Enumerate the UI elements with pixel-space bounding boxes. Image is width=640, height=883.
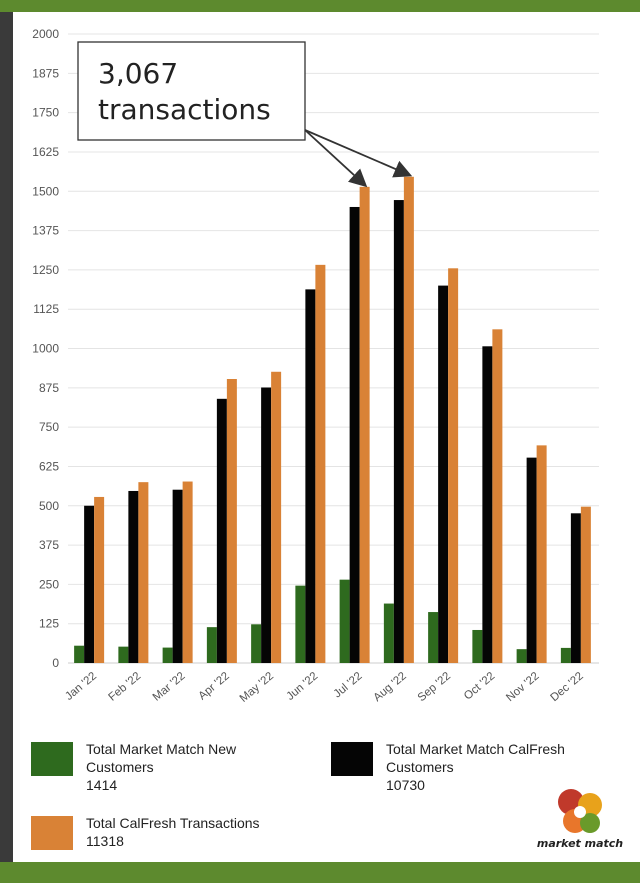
- y-tick-label: 1250: [32, 263, 59, 277]
- frame-bottom-border: [0, 862, 640, 883]
- bar-new-customers: [339, 579, 350, 663]
- callout-line-1: 3,067: [98, 57, 178, 90]
- y-tick-label: 250: [39, 577, 59, 591]
- legend-total-new-customers: 1414: [86, 777, 118, 793]
- y-tick-label: 1875: [32, 66, 59, 80]
- bar-calfresh-transactions: [580, 506, 591, 663]
- bar-new-customers: [472, 629, 483, 663]
- bar-new-customers: [251, 624, 262, 663]
- callout-arrow: [304, 129, 368, 188]
- bar-calfresh-customers: [526, 457, 537, 663]
- legend-total-calfresh-transactions: 11318: [86, 833, 124, 849]
- y-tick-label: 1125: [33, 302, 59, 316]
- y-tick-label: 125: [39, 617, 59, 631]
- bar-new-customers: [295, 585, 306, 663]
- y-axis-ticks: 0 125 250 375 500 625 750 875 1000 1125 1250 1375 15…: [32, 27, 59, 670]
- bar-calfresh-transactions: [315, 264, 326, 663]
- x-axis-ticks: Jan '22 Feb '22 Mar '22 Apr '22 May '22 Jun '…: [63, 670, 586, 705]
- bar-calfresh-customers: [216, 398, 227, 663]
- x-tick-label: Sep '22: [416, 670, 453, 704]
- y-tick-label: 0: [52, 656, 59, 670]
- x-tick-label: Oct '22: [462, 670, 497, 702]
- frame-top-border: [0, 0, 640, 12]
- bar-calfresh-customers: [482, 346, 493, 663]
- bars: [74, 176, 591, 664]
- y-tick-label: 1750: [32, 106, 59, 120]
- x-tick-label: Mar '22: [151, 670, 188, 704]
- legend-total-calfresh-customers: 10730: [386, 777, 425, 793]
- bar-calfresh-transactions: [492, 329, 503, 663]
- x-tick-label: Dec '22: [548, 670, 585, 704]
- callout-arrow: [304, 129, 413, 178]
- y-tick-label: 375: [39, 538, 59, 552]
- y-tick-label: 500: [39, 499, 59, 513]
- chart-card: 0 125 250 375 500 625 750 875 1000 1125 1250 1375 15…: [13, 12, 640, 862]
- bar-new-customers: [428, 612, 439, 663]
- bar-calfresh-transactions: [226, 379, 237, 663]
- legend-swatch-calfresh-transactions: [31, 816, 73, 850]
- legend-label-calfresh-customers: Total Market Match CalFresh Customers: [386, 741, 565, 775]
- y-tick-label: 1500: [32, 184, 59, 198]
- bar-calfresh-transactions: [182, 481, 193, 663]
- bar-new-customers: [383, 603, 394, 663]
- x-tick-label: Apr '22: [196, 670, 231, 702]
- bar-calfresh-customers: [570, 513, 581, 663]
- bar-calfresh-transactions: [94, 496, 105, 663]
- bar-calfresh-transactions: [448, 268, 459, 663]
- grid-lines: [68, 33, 599, 664]
- callout-arrows: [304, 129, 413, 188]
- x-tick-label: Jun '22: [284, 670, 320, 703]
- y-tick-label: 1000: [32, 342, 59, 356]
- legend-label-calfresh-transactions: Total CalFresh Transactions: [86, 815, 260, 831]
- bar-calfresh-customers: [128, 490, 139, 663]
- legend-swatch-new-customers: [31, 742, 73, 776]
- y-tick-label: 750: [39, 420, 59, 434]
- bar-calfresh-customers: [438, 285, 449, 663]
- callout-line-2: transactions: [98, 93, 271, 126]
- bar-new-customers: [560, 647, 571, 663]
- x-tick-label: Aug '22: [371, 670, 408, 704]
- legend-label-new-customers: Total Market Match New Customers: [86, 741, 237, 775]
- bar-new-customers: [162, 647, 173, 663]
- bar-chart: 0 125 250 375 500 625 750 875 1000 1125 1250 1375 15…: [32, 27, 599, 705]
- legend-swatch-calfresh-customers: [331, 742, 373, 776]
- y-tick-label: 625: [39, 459, 59, 473]
- y-tick-label: 1375: [32, 224, 59, 238]
- bar-calfresh-customers: [305, 289, 316, 663]
- x-tick-label: Jul '22: [332, 670, 365, 700]
- bar-calfresh-transactions: [403, 176, 414, 663]
- bar-new-customers: [516, 649, 527, 663]
- bar-calfresh-customers: [393, 200, 404, 663]
- y-tick-label: 2000: [32, 27, 59, 41]
- x-tick-label: May '22: [238, 670, 276, 705]
- x-tick-label: Feb '22: [106, 670, 143, 704]
- bar-calfresh-customers: [84, 505, 95, 663]
- bar-calfresh-transactions: [359, 186, 370, 664]
- bar-calfresh-customers: [349, 206, 360, 663]
- y-tick-label: 1625: [32, 145, 59, 159]
- bar-calfresh-transactions: [138, 482, 149, 663]
- bar-calfresh-customers: [172, 489, 183, 663]
- x-tick-label: Jan '22: [63, 670, 99, 703]
- annotation-callout: 3,067 transactions: [77, 41, 413, 188]
- bar-calfresh-customers: [261, 387, 272, 663]
- bar-new-customers: [118, 646, 129, 663]
- bar-calfresh-transactions: [271, 371, 282, 663]
- logo-mark-icon: [558, 789, 602, 833]
- logo-text: market match: [536, 837, 624, 850]
- market-match-logo: market match: [535, 785, 625, 855]
- x-tick-label: Nov '22: [504, 670, 541, 704]
- y-tick-label: 875: [39, 381, 59, 395]
- callout-box: [77, 41, 306, 141]
- bar-calfresh-transactions: [536, 445, 547, 663]
- bar-new-customers: [206, 627, 217, 663]
- bar-new-customers: [74, 645, 85, 663]
